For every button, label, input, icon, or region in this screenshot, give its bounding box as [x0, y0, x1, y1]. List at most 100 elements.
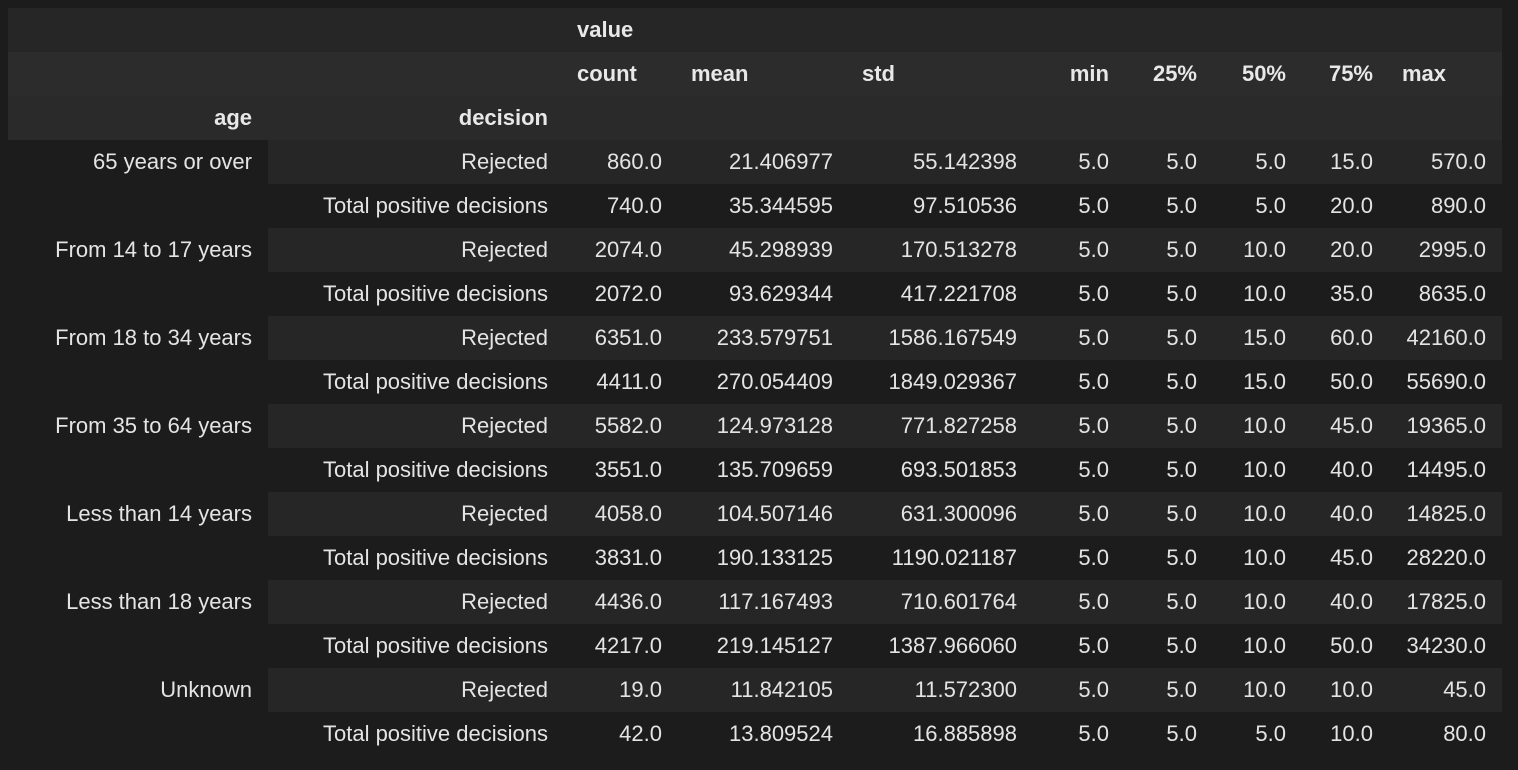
cell-mean: 13.809524 — [729, 721, 833, 746]
row-index-age: From 14 to 17 years — [8, 228, 268, 316]
cell-max: 570.0 — [1389, 140, 1503, 184]
table-row: Less than 18 years Rejected 4436.0 117.1674… — [8, 580, 1503, 668]
header-blank — [268, 52, 564, 96]
row-index-decision: Rejected — [268, 228, 564, 272]
dataframe-output: value count mean std min 25% 50% 75% max… — [8, 8, 1503, 756]
column-header-count: count — [577, 61, 637, 86]
cell-max: 45.0 — [1389, 668, 1503, 712]
row-index-decision: Total positive decisions — [322, 281, 548, 306]
row-index-age: 65 years or over — [8, 140, 268, 228]
row-index-decision: Total positive decisions — [322, 545, 548, 570]
cell-count: 19.0 — [564, 668, 678, 712]
row-index-age: Unknown — [8, 668, 268, 756]
cell-75pct: 20.0 — [1330, 193, 1373, 218]
cell-50pct: 5.0 — [1255, 193, 1286, 218]
table-row: From 14 to 17 years Rejected 2074.0 45.2989… — [8, 228, 1503, 316]
cell-25pct: 5.0 — [1125, 668, 1213, 712]
row-index-decision: Total positive decisions — [322, 721, 548, 746]
cell-75pct: 10.0 — [1330, 721, 1373, 746]
row-index-decision: Total positive decisions — [322, 369, 548, 394]
table-row: Unknown Rejected 19.0 11.842105 11.572300 5.0… — [8, 668, 1503, 756]
cell-min: 5.0 — [1033, 140, 1125, 184]
cell-min: 5.0 — [1033, 492, 1125, 536]
cell-max: 55690.0 — [1406, 369, 1487, 394]
header-blank — [8, 8, 268, 52]
column-header-min: min — [1069, 61, 1109, 86]
cell-std: 771.827258 — [849, 404, 1033, 448]
cell-25pct: 5.0 — [1166, 193, 1197, 218]
row-index-decision: Total positive decisions — [322, 457, 548, 482]
cell-count: 5582.0 — [564, 404, 678, 448]
cell-max: 14825.0 — [1389, 492, 1503, 536]
cell-mean: 135.709659 — [716, 457, 833, 482]
header-row-index-names: age decision — [8, 96, 1503, 140]
row-index-decision: Rejected — [268, 316, 564, 360]
cell-count: 3551.0 — [594, 457, 662, 482]
cell-mean: 124.973128 — [678, 404, 849, 448]
cell-max: 80.0 — [1443, 721, 1487, 746]
cell-std: 97.510536 — [913, 193, 1017, 218]
cell-75pct: 40.0 — [1302, 580, 1389, 624]
cell-min: 5.0 — [1078, 369, 1109, 394]
cell-50pct: 10.0 — [1243, 545, 1286, 570]
cell-std: 693.501853 — [900, 457, 1017, 482]
cell-std: 417.221708 — [900, 281, 1017, 306]
cell-50pct: 15.0 — [1213, 316, 1302, 360]
cell-50pct: 15.0 — [1243, 369, 1286, 394]
row-index-age: Less than 18 years — [8, 580, 268, 668]
row-index-decision: Rejected — [268, 580, 564, 624]
cell-min: 5.0 — [1078, 457, 1109, 482]
cell-min: 5.0 — [1078, 721, 1109, 746]
cell-75pct: 45.0 — [1302, 404, 1389, 448]
column-header-25pct: 25% — [1152, 61, 1197, 86]
cell-max: 19365.0 — [1389, 404, 1503, 448]
cell-std: 1387.966060 — [888, 633, 1017, 658]
cell-max: 17825.0 — [1389, 580, 1503, 624]
row-index-decision: Total positive decisions — [322, 193, 548, 218]
row-index-age: Less than 14 years — [8, 492, 268, 580]
cell-count: 6351.0 — [564, 316, 678, 360]
cell-count: 4436.0 — [564, 580, 678, 624]
cell-mean: 21.406977 — [678, 140, 849, 184]
cell-max: 28220.0 — [1406, 545, 1487, 570]
column-header-mean: mean — [691, 61, 749, 86]
cell-std: 55.142398 — [849, 140, 1033, 184]
cell-max: 14495.0 — [1406, 457, 1487, 482]
cell-count: 2074.0 — [564, 228, 678, 272]
cell-min: 5.0 — [1033, 316, 1125, 360]
cell-count: 3831.0 — [594, 545, 662, 570]
header-blank — [8, 52, 268, 96]
cell-50pct: 10.0 — [1213, 492, 1302, 536]
cell-mean: 104.507146 — [678, 492, 849, 536]
column-header-max: max — [1402, 61, 1447, 86]
index-name-age: age — [214, 105, 252, 130]
cell-min: 5.0 — [1078, 633, 1109, 658]
row-index-age: From 35 to 64 years — [8, 404, 268, 492]
table-row: From 35 to 64 years Rejected 5582.0 124.973… — [8, 404, 1503, 492]
cell-mean: 270.054409 — [716, 369, 833, 394]
cell-mean: 35.344595 — [729, 193, 833, 218]
column-header-std: std — [862, 61, 895, 86]
cell-count: 2072.0 — [594, 281, 662, 306]
header-row-level0: value — [8, 8, 1503, 52]
row-index-decision: Rejected — [268, 492, 564, 536]
cell-75pct: 35.0 — [1330, 281, 1373, 306]
cell-25pct: 5.0 — [1125, 404, 1213, 448]
cell-mean: 11.842105 — [678, 668, 849, 712]
cell-25pct: 5.0 — [1125, 228, 1213, 272]
row-index-age: From 18 to 34 years — [8, 316, 268, 404]
cell-75pct: 20.0 — [1302, 228, 1389, 272]
cell-min: 5.0 — [1078, 281, 1109, 306]
cell-25pct: 5.0 — [1166, 369, 1197, 394]
cell-75pct: 15.0 — [1302, 140, 1389, 184]
cell-75pct: 50.0 — [1330, 633, 1373, 658]
cell-50pct: 10.0 — [1243, 633, 1286, 658]
row-index-decision: Rejected — [268, 140, 564, 184]
cell-count: 4411.0 — [596, 369, 662, 394]
cell-25pct: 5.0 — [1125, 316, 1213, 360]
table-body: 65 years or over Rejected 860.0 21.406977 55… — [8, 140, 1503, 756]
cell-50pct: 10.0 — [1243, 281, 1286, 306]
cell-25pct: 5.0 — [1125, 140, 1213, 184]
cell-75pct: 50.0 — [1330, 369, 1373, 394]
cell-min: 5.0 — [1033, 668, 1125, 712]
